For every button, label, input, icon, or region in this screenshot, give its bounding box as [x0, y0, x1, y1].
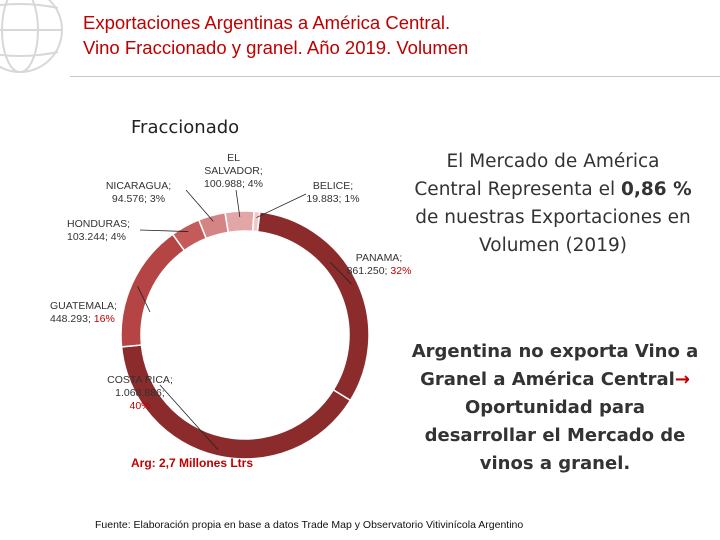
label-nicaragua: NICARAGUA; 94.576; 3% [105, 180, 172, 205]
market-share-text: El Mercado de América Central Representa… [414, 151, 692, 256]
label-panama: PANAMA; 861.250; 32% [346, 252, 412, 277]
opportunity-text: Argentina no exporta Vino a Granel a Amé… [411, 341, 699, 474]
leader-line-panama [329, 261, 352, 285]
arrow-right-icon: → [674, 369, 690, 390]
globe-logo-icon [0, 0, 63, 73]
leader-line-nicaragua [185, 189, 214, 222]
leader-line-costa-rica [159, 384, 219, 451]
label-costa-rica: COSTA RICA; 1.068.886; 40% [107, 374, 173, 412]
chart-title: Fraccionado [131, 117, 240, 138]
slice-panama [256, 211, 370, 402]
page-title: Exportaciones Argentinas a América Centr… [83, 10, 703, 60]
title-line-1: Exportaciones Argentinas a América Centr… [83, 12, 451, 33]
leader-line-belice [256, 193, 307, 218]
leader-line-honduras [139, 229, 189, 232]
label-el-salvador: EL SALVADOR; 100.988; 4% [204, 152, 263, 190]
volume-annotation: Arg: 2,7 Millones Ltrs [131, 456, 254, 470]
title-line-2: Vino Fraccionado y granel. Año 2019. Vol… [83, 37, 469, 58]
market-share-value: 0,86 % [620, 179, 692, 200]
source-footnote: Fuente: Elaboración propia en base a dat… [95, 519, 524, 531]
label-belice: BELICE; 19.883; 1% [306, 180, 360, 205]
leader-line-el-salvador [235, 189, 241, 218]
title-divider [70, 76, 720, 77]
label-guatemala: GUATEMALA; 448.293; 16% [50, 300, 117, 325]
leader-line-guatemala [137, 286, 151, 313]
label-honduras: HONDURAS; 103.244; 4% [67, 218, 131, 243]
slice-guatemala [120, 233, 186, 348]
